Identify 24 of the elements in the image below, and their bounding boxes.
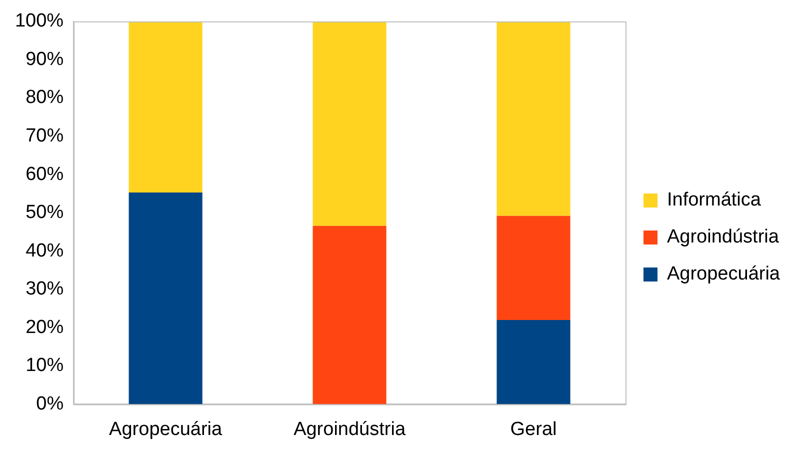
bar [496, 21, 570, 216]
y-tick-label: 0% [36, 393, 64, 414]
y-tick-label: 60% [26, 164, 64, 185]
bar [496, 216, 570, 320]
y-tick-label: 10% [26, 355, 64, 376]
x-tick-label: Geral [510, 418, 557, 440]
y-tick-label: 70% [26, 125, 64, 146]
bar [128, 21, 202, 193]
y-tick-label: 30% [26, 278, 64, 300]
bar [312, 226, 386, 404]
y-tick-label: 20% [26, 316, 64, 338]
legend-label: Agroindústria [666, 226, 780, 248]
y-tick-label: 40% [26, 240, 64, 262]
legend-label: Informática [666, 190, 762, 211]
y-tick-label: 50% [26, 202, 64, 224]
bar [128, 192, 202, 404]
x-tick-label: Agroindústria [294, 418, 406, 440]
x-tick-label: Agropecuária [109, 418, 223, 440]
y-tick-label: 90% [26, 48, 64, 70]
legend-label: Agropecuária [666, 264, 780, 285]
y-tick-label: 100% [14, 10, 64, 32]
bar [312, 21, 386, 226]
bar [496, 320, 570, 404]
y-tick-label: 80% [26, 87, 64, 108]
